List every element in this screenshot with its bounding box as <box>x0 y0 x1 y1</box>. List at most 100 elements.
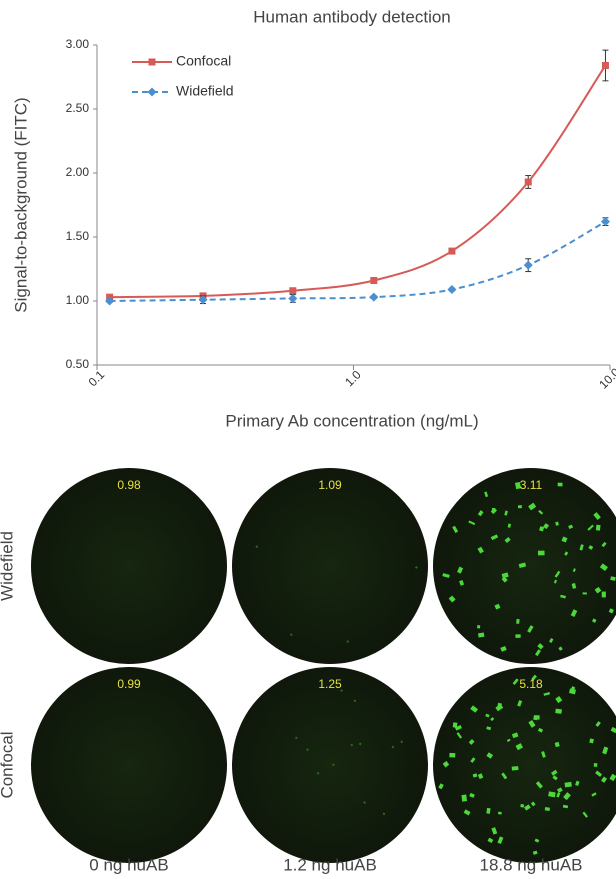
marker <box>369 292 379 302</box>
cell <box>575 780 580 786</box>
cell <box>477 625 481 629</box>
legend-marker <box>148 58 156 66</box>
cell <box>477 546 484 554</box>
cell <box>539 526 545 532</box>
micrograph <box>31 667 227 863</box>
cell <box>486 752 494 759</box>
cell <box>459 580 465 586</box>
x-tick-label: 10.0 <box>596 365 616 392</box>
cell <box>563 792 571 801</box>
cell <box>571 582 577 589</box>
cell <box>494 603 501 610</box>
cell <box>289 633 293 637</box>
cell <box>468 520 476 526</box>
cell <box>564 551 569 556</box>
cell <box>602 746 609 755</box>
cell <box>469 792 475 798</box>
cell <box>517 700 523 707</box>
micrograph <box>232 667 428 863</box>
cell <box>582 811 588 818</box>
cell <box>511 766 519 771</box>
column-label: 1.2 ng huAB <box>283 855 377 874</box>
cell <box>400 740 404 744</box>
cell <box>477 510 484 517</box>
cell <box>520 803 525 808</box>
cell <box>556 792 561 798</box>
cell <box>456 732 463 739</box>
cell <box>452 722 458 728</box>
cell <box>527 625 534 633</box>
cell <box>561 536 568 543</box>
cell <box>537 643 544 650</box>
cell <box>595 524 601 531</box>
cell <box>515 743 524 751</box>
x-tick-label: 1.0 <box>342 367 364 389</box>
series-line <box>109 220 606 302</box>
cell <box>504 536 511 544</box>
cell <box>548 791 556 798</box>
cell <box>555 696 563 704</box>
marker <box>447 284 457 294</box>
cell <box>442 760 450 768</box>
cell <box>591 792 597 797</box>
cell <box>543 523 550 530</box>
marker <box>601 61 609 69</box>
cell <box>501 576 508 583</box>
cell <box>524 804 531 811</box>
cell <box>316 771 320 775</box>
chart-title: Human antibody detection <box>253 7 451 26</box>
cell <box>491 508 496 513</box>
cell <box>486 726 492 731</box>
cell <box>579 544 584 551</box>
cell <box>595 721 601 727</box>
marker <box>198 295 208 305</box>
cell <box>449 752 456 758</box>
cell <box>528 720 536 728</box>
cell <box>346 640 349 643</box>
cell <box>537 727 544 733</box>
marker <box>288 293 298 303</box>
cell <box>363 801 366 804</box>
cell <box>570 609 578 618</box>
cell <box>593 763 598 767</box>
y-tick-label: 0.50 <box>66 357 90 371</box>
cell <box>255 545 259 548</box>
cell <box>295 736 298 740</box>
micrograph <box>433 667 616 863</box>
cell <box>530 801 536 807</box>
cell <box>555 521 559 526</box>
cell <box>554 570 561 578</box>
cell <box>332 763 335 767</box>
cell <box>534 649 541 657</box>
cell <box>497 811 502 815</box>
cell <box>497 702 502 708</box>
cell <box>512 678 519 685</box>
cell <box>391 745 395 749</box>
cell <box>340 689 343 693</box>
legend-label: Widefield <box>176 83 234 99</box>
value-label: 3.11 <box>520 478 543 492</box>
column-label: 18.8 ng huAB <box>479 855 582 874</box>
cell <box>470 757 476 763</box>
cell <box>463 809 471 816</box>
cell <box>537 550 545 556</box>
cell <box>506 738 511 742</box>
marker <box>289 287 297 295</box>
cell <box>491 827 498 835</box>
cell <box>587 524 594 531</box>
legend-marker <box>147 87 157 97</box>
value-label: 1.25 <box>318 677 342 691</box>
y-tick-label: 2.00 <box>66 165 90 179</box>
cell <box>382 812 385 815</box>
cell <box>560 594 566 599</box>
cell <box>564 781 572 788</box>
marker <box>600 217 610 227</box>
cell <box>589 738 594 744</box>
cell <box>543 692 551 696</box>
cell <box>511 732 519 739</box>
cell <box>549 638 554 643</box>
cell <box>478 632 485 638</box>
value-label: 0.99 <box>117 677 141 691</box>
cell <box>457 566 464 574</box>
